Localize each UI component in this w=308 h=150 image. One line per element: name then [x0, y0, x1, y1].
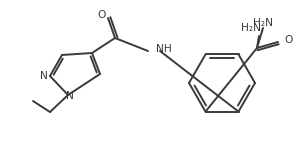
Text: H₂N: H₂N: [241, 23, 261, 33]
Text: O: O: [98, 10, 106, 20]
Text: H₂N: H₂N: [253, 18, 273, 28]
Text: N: N: [40, 71, 48, 81]
Text: NH: NH: [156, 44, 172, 54]
Text: N: N: [66, 91, 74, 101]
Text: O: O: [284, 35, 292, 45]
